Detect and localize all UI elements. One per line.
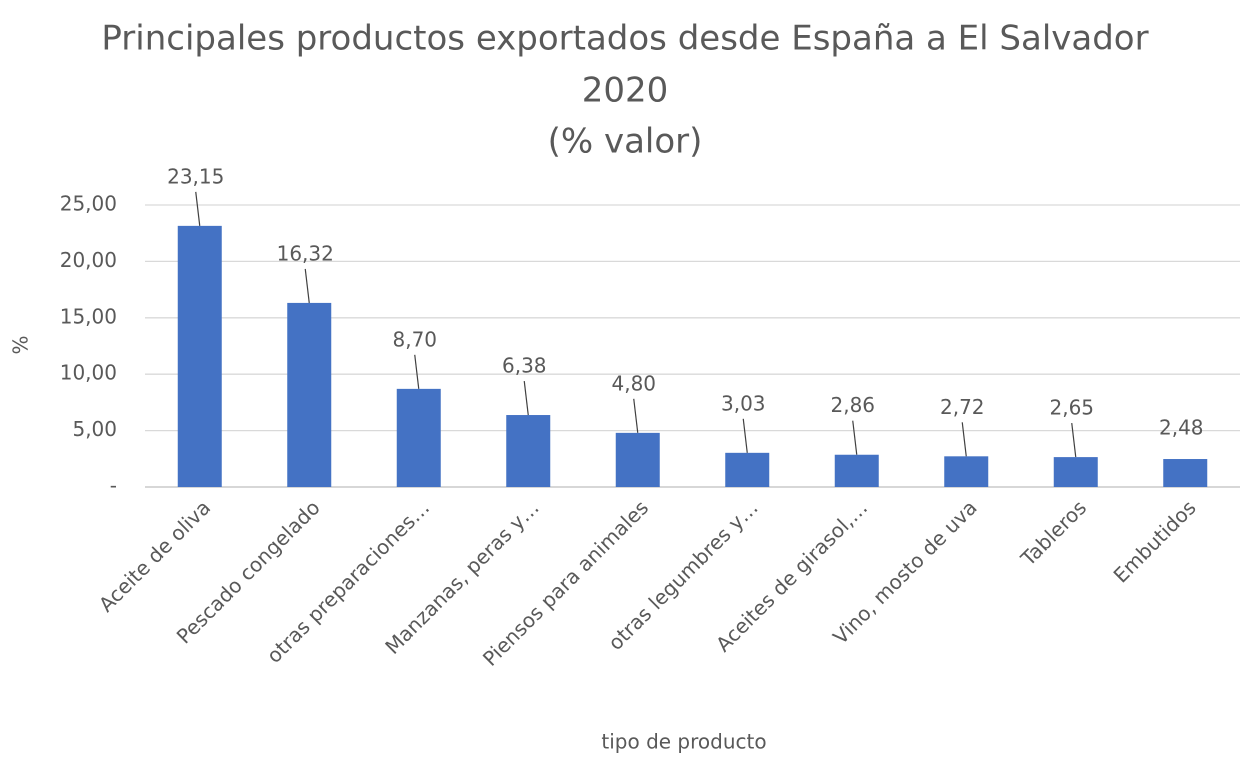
leader-line [852,420,858,455]
y-tick-label: 15,00 [60,304,117,328]
bar [834,454,879,487]
data-label: 2,86 [830,393,875,417]
y-tick-label: 25,00 [60,192,117,216]
chart-title: (% valor) [548,122,703,162]
bar [725,452,770,487]
data-label: 8,70 [392,327,437,351]
leader-line [414,354,420,389]
data-label: 3,03 [721,391,766,415]
y-tick-label: 5,00 [72,417,117,441]
bar [1053,457,1098,487]
leader-line [633,398,639,433]
leader-line [304,268,310,303]
leader-line [742,418,748,453]
data-label: 16,32 [277,241,334,265]
bar [1163,459,1208,487]
y-tick-label: 20,00 [60,248,117,272]
x-tick-label: Aceite de oliva [94,495,215,616]
bar [944,456,989,487]
leader-line [961,422,967,457]
bar [506,415,551,487]
bar [287,302,332,487]
data-label: 23,15 [167,164,224,188]
leader-line [523,380,529,416]
data-label: 2,65 [1049,396,1094,420]
y-tick-label: - [110,474,117,498]
x-tick-label: Embutidos [1109,495,1201,587]
bar [177,225,222,488]
chart-title: Principales productos exportados desde E… [101,19,1148,59]
leader-line [1071,423,1077,458]
y-tick-label: 10,00 [60,361,117,385]
data-label: 4,80 [611,371,656,395]
x-tick-label: Tableros [1015,495,1091,571]
bar [615,432,660,487]
data-label: 6,38 [502,354,547,378]
bar [396,388,441,487]
y-axis-label: % [9,335,33,354]
leader-line [195,191,201,226]
chart-title: 2020 [582,71,669,111]
x-axis-label: tipo de producto [601,730,766,754]
data-label: 2,72 [940,395,985,419]
data-label: 2,48 [1159,416,1204,440]
